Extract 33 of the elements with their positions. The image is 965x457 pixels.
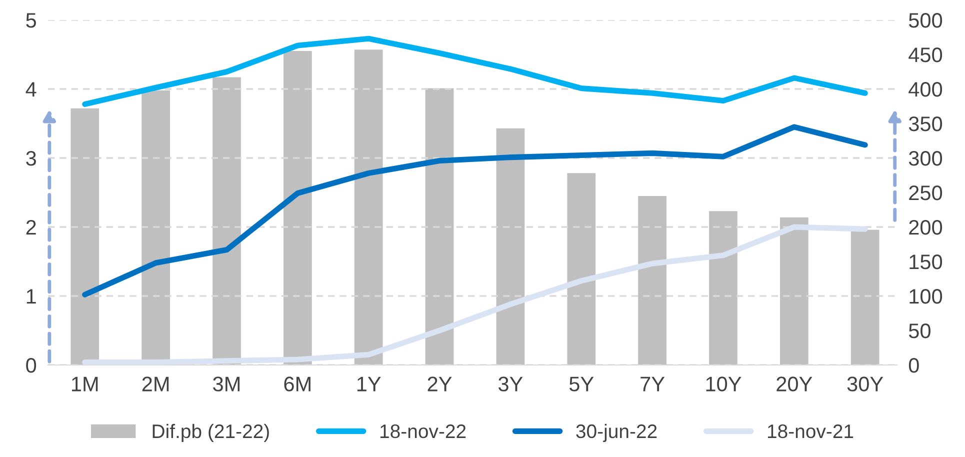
- y-tick-label: 3: [26, 151, 36, 166]
- x-tick-label: 3M: [213, 376, 240, 392]
- x-tick-label: 30Y: [847, 376, 884, 392]
- x-tick-label: 2M: [142, 376, 169, 392]
- y2-tick-label: 150: [910, 254, 942, 270]
- y2-tick-label: 250: [909, 186, 942, 200]
- y2-tick-label: 100: [910, 289, 942, 304]
- y2-tick-label: 350: [908, 116, 942, 132]
- legend-label: 30-jun-22: [576, 424, 657, 442]
- y2-tick-label: 50: [908, 324, 930, 338]
- y2-tick-label: 300: [908, 151, 942, 166]
- y-tick-label: 2: [26, 220, 36, 235]
- y2-tick-label: 500: [908, 13, 942, 28]
- x-tick-label: 3Y: [498, 376, 523, 392]
- x-tick-label: 1M: [72, 376, 98, 392]
- y-tick-label: 4: [26, 82, 36, 97]
- x-tick-label: 7Y: [640, 376, 665, 392]
- y2-tick-label: 400: [908, 82, 942, 97]
- legend-label: 18-nov-22: [380, 424, 466, 438]
- y2-tick-label: 200: [909, 220, 942, 235]
- y-tick-label: 1: [26, 289, 36, 304]
- x-tick-label: 1Y: [357, 376, 381, 392]
- y-tick-label: 5: [26, 13, 36, 28]
- x-tick-label: 20Y: [776, 376, 812, 392]
- legend-label: 18-nov-21: [768, 424, 854, 438]
- x-tick-label: 2Y: [428, 376, 452, 392]
- legend-label: Dif.pb (21-22): [152, 424, 269, 442]
- y2-tick-label: 450: [908, 48, 942, 62]
- y-tick-label: 0: [26, 358, 36, 373]
- x-tick-label: 6M: [284, 376, 310, 392]
- x-tick-label: 5Y: [569, 376, 594, 392]
- x-tick-label: 10Y: [706, 376, 742, 392]
- y2-tick-label: 0: [908, 358, 919, 373]
